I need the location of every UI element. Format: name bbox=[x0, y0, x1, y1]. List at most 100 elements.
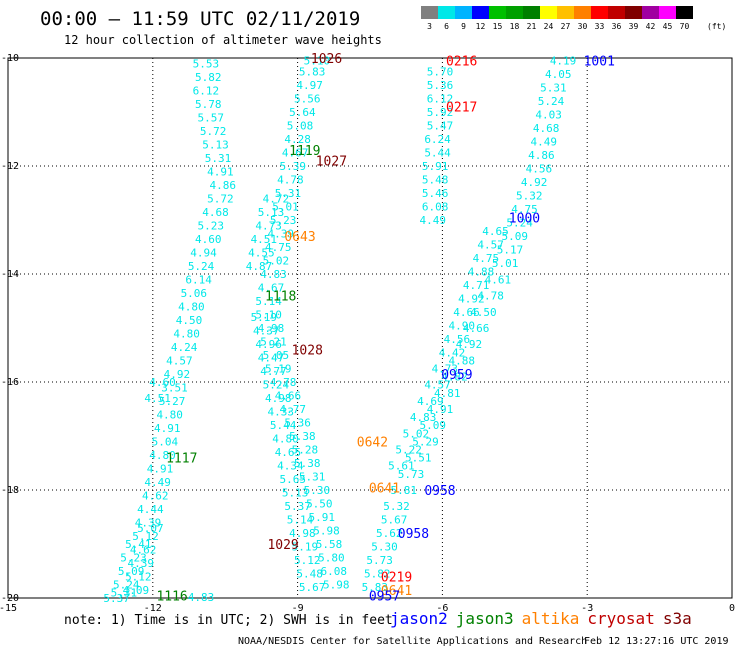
wave-height-reading: 5.36 bbox=[284, 417, 311, 430]
legend-label: 27 bbox=[560, 22, 571, 31]
wave-height-reading: 5.81 bbox=[391, 484, 418, 497]
wave-height-reading: 3.51 bbox=[161, 381, 188, 394]
wave-height-reading: 4.91 bbox=[427, 403, 454, 416]
pass-time-label: 1027 bbox=[316, 155, 347, 170]
satellite-s3a: s3a bbox=[662, 609, 692, 628]
lon-tick-label: -15 bbox=[0, 603, 17, 614]
wave-height-reading: 4.80 bbox=[156, 408, 183, 421]
wave-height-reading: 5.91 bbox=[422, 160, 449, 173]
wave-height-reading: 5.22 bbox=[395, 444, 422, 457]
wave-height-reading: 4.98 bbox=[265, 392, 292, 405]
wave-height-reading: 4.09 bbox=[123, 584, 150, 597]
legend-swatch bbox=[489, 6, 506, 19]
wave-height-reading: 4.39 bbox=[135, 516, 162, 529]
wave-height-reading: 4.56 bbox=[526, 163, 553, 176]
wave-height-reading: 5.04 bbox=[152, 435, 179, 448]
wave-height-reading: 6.14 bbox=[185, 273, 212, 286]
pass-time-label: 1028 bbox=[292, 344, 323, 359]
legend-label: 9 bbox=[461, 22, 466, 31]
wave-height-reading: 4.92 bbox=[456, 338, 483, 351]
wave-height-reading: 5.19 bbox=[265, 363, 292, 376]
wave-height-reading: 5.48 bbox=[422, 174, 449, 187]
legend-swatch bbox=[608, 6, 625, 19]
credit-line: NOAA/NESDIS Center for Satellite Applica… bbox=[238, 636, 588, 647]
wave-height-reading: 5.21 bbox=[260, 336, 287, 349]
wave-height-reading: 5.10 bbox=[304, 55, 331, 68]
wave-height-reading: 4.57 bbox=[166, 354, 193, 367]
wave-height-reading: 5.13 bbox=[258, 206, 285, 219]
wave-height-reading: 5.32 bbox=[516, 190, 543, 203]
legend-swatch bbox=[659, 6, 676, 19]
wave-height-reading: 5.67 bbox=[299, 581, 326, 594]
lon-tick-label: -3 bbox=[581, 603, 593, 614]
pass-time-label: 0958 bbox=[424, 484, 455, 499]
wave-height-reading: 4.91 bbox=[147, 462, 174, 475]
wave-height-reading: 5.65 bbox=[280, 473, 307, 486]
wave-height-reading: 4.56 bbox=[444, 333, 471, 346]
wave-height-reading: 5.01 bbox=[272, 201, 299, 214]
pass-time-label: 0216 bbox=[446, 55, 477, 70]
wave-height-reading: 5.83 bbox=[362, 581, 389, 594]
wave-height-reading: 4.75 bbox=[473, 252, 500, 265]
wave-height-reading: 5.13 bbox=[202, 138, 229, 151]
legend-label: 12 bbox=[475, 22, 486, 31]
wave-height-reading: 5.05 bbox=[263, 349, 290, 362]
wave-height-reading: 5.06 bbox=[181, 287, 208, 300]
wave-height-reading: 5.30 bbox=[304, 484, 331, 497]
wave-height-reading: 5.51 bbox=[405, 452, 432, 465]
pass-time-label: 1118 bbox=[265, 290, 296, 305]
wave-height-reading: 4.62 bbox=[142, 489, 169, 502]
wave-height-reading: 5.09 bbox=[118, 565, 145, 578]
wave-height-reading: 4.98 bbox=[289, 527, 316, 540]
wave-height-reading: 4.80 bbox=[272, 433, 299, 446]
wave-height-reading: 4.92 bbox=[164, 368, 191, 381]
wave-height-reading: 4.33 bbox=[267, 406, 294, 419]
wave-height-reading: 6.12 bbox=[193, 84, 220, 97]
wave-height-reading: 5.31 bbox=[205, 152, 232, 165]
wave-height-reading: 4.51 bbox=[251, 233, 278, 246]
lon-tick-label: -12 bbox=[144, 603, 162, 614]
wave-height-reading: 5.91 bbox=[308, 511, 335, 524]
wave-height-reading: 5.23 bbox=[270, 214, 297, 227]
pass-time-label: 0959 bbox=[441, 368, 472, 383]
legend-label: 70 bbox=[679, 22, 690, 31]
wave-height-reading: 4.82 bbox=[441, 371, 468, 384]
satellite-key: jason2 jason3 altika cryosat s3a bbox=[390, 609, 700, 628]
wave-height-reading: 4.71 bbox=[463, 279, 490, 292]
satellite-jason3: jason3 bbox=[455, 609, 514, 628]
legend-swatch bbox=[421, 6, 438, 19]
wave-height-reading: 5.19 bbox=[292, 541, 319, 554]
legend-label: 36 bbox=[611, 22, 622, 31]
wave-height-reading: 5.48 bbox=[296, 568, 323, 581]
wave-height-reading: 5.98 bbox=[323, 579, 350, 592]
lat-tick-label: -18 bbox=[1, 485, 19, 496]
wave-height-reading: 4.86 bbox=[210, 179, 237, 192]
wave-height-reading: 5.24 bbox=[263, 379, 290, 392]
wave-height-reading: 6.08 bbox=[321, 565, 348, 578]
wave-height-reading: 4.66 bbox=[453, 306, 480, 319]
wave-height-reading: 5.61 bbox=[388, 460, 415, 473]
wave-height-reading: 4.78 bbox=[477, 290, 504, 303]
wave-height-reading: 5.46 bbox=[422, 187, 449, 200]
wave-height-reading: 4.81 bbox=[434, 387, 461, 400]
pass-time-label: 1001 bbox=[584, 55, 615, 70]
legend-swatch bbox=[642, 6, 659, 19]
wave-height-reading: 5.37 bbox=[284, 500, 311, 513]
wave-height-reading: 5.72 bbox=[200, 125, 227, 138]
legend-swatch bbox=[557, 6, 574, 19]
wave-height-reading: 4.86 bbox=[528, 149, 555, 162]
generated-timestamp: Feb 12 13:27:16 UTC 2019 bbox=[584, 636, 729, 647]
legend-label: 45 bbox=[662, 22, 673, 31]
wave-height-reading: 5.80 bbox=[318, 552, 345, 565]
pass-time-label: 1026 bbox=[311, 52, 342, 67]
legend-label: 24 bbox=[543, 22, 554, 31]
wave-height-reading: 5.72 bbox=[207, 192, 234, 205]
wave-height-reading: 5.73 bbox=[398, 468, 425, 481]
wave-height-reading: 5.17 bbox=[497, 244, 524, 257]
wave-height-reading: 4.78 bbox=[270, 376, 297, 389]
legend-swatch bbox=[455, 6, 472, 19]
pass-time-label: 0958 bbox=[398, 527, 429, 542]
wave-height-reading: 5.82 bbox=[195, 71, 222, 84]
wave-height-reading: 5.08 bbox=[287, 120, 314, 133]
pass-time-label: 0642 bbox=[357, 435, 388, 450]
